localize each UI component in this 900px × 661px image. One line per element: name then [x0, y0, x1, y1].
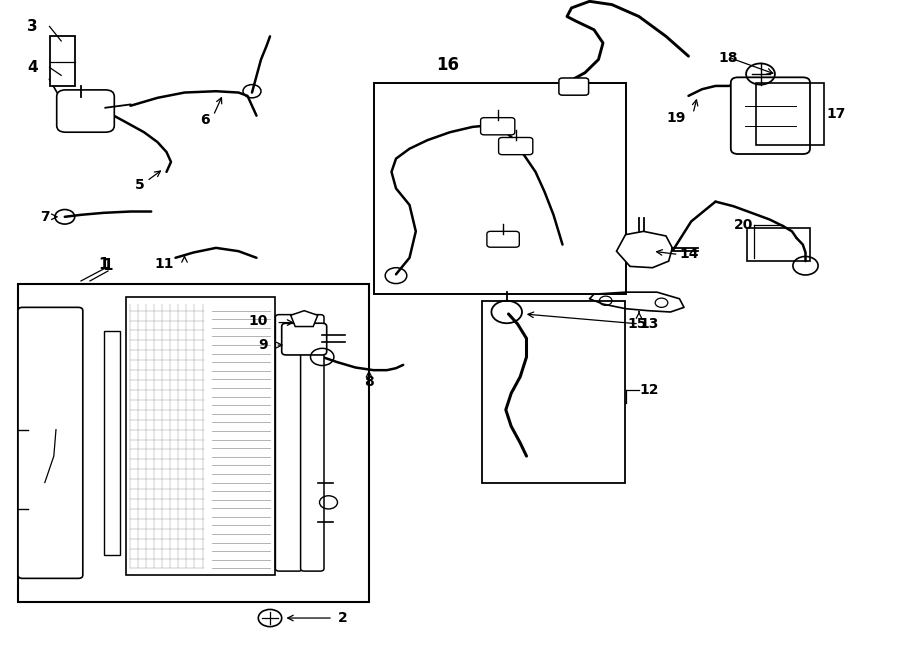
FancyBboxPatch shape	[57, 90, 114, 132]
FancyBboxPatch shape	[301, 315, 324, 571]
Bar	[747, 228, 810, 261]
FancyBboxPatch shape	[18, 307, 83, 578]
Text: 15: 15	[627, 317, 647, 331]
Bar	[18, 284, 369, 602]
Text: 1: 1	[98, 257, 109, 272]
Polygon shape	[616, 231, 672, 268]
Text: 4: 4	[27, 60, 38, 75]
FancyBboxPatch shape	[275, 315, 302, 571]
FancyBboxPatch shape	[731, 77, 810, 154]
Text: 7: 7	[40, 210, 50, 224]
Bar	[374, 83, 626, 294]
Text: 6: 6	[201, 113, 210, 128]
Text: 2: 2	[338, 611, 347, 625]
Text: 8: 8	[364, 375, 373, 389]
Bar	[756, 83, 824, 145]
FancyBboxPatch shape	[481, 118, 515, 135]
Text: 18: 18	[718, 50, 738, 65]
Text: 12: 12	[639, 383, 659, 397]
Bar	[50, 36, 75, 86]
Text: 14: 14	[680, 247, 699, 262]
Bar	[104, 330, 120, 555]
Text: 11: 11	[154, 257, 174, 272]
Bar	[126, 297, 274, 575]
Text: 13: 13	[639, 317, 659, 331]
FancyBboxPatch shape	[559, 78, 589, 95]
Text: 19: 19	[666, 110, 686, 125]
Bar	[482, 301, 625, 483]
FancyBboxPatch shape	[487, 231, 519, 247]
Text: 1: 1	[103, 258, 113, 273]
Text: 9: 9	[258, 338, 268, 352]
Polygon shape	[291, 311, 318, 327]
Text: 20: 20	[734, 217, 753, 232]
FancyBboxPatch shape	[499, 137, 533, 155]
Text: 5: 5	[135, 178, 144, 192]
Text: 10: 10	[248, 313, 268, 328]
FancyBboxPatch shape	[282, 323, 327, 355]
Text: 16: 16	[436, 56, 459, 74]
Text: 17: 17	[826, 106, 846, 121]
Text: 3: 3	[27, 19, 38, 34]
